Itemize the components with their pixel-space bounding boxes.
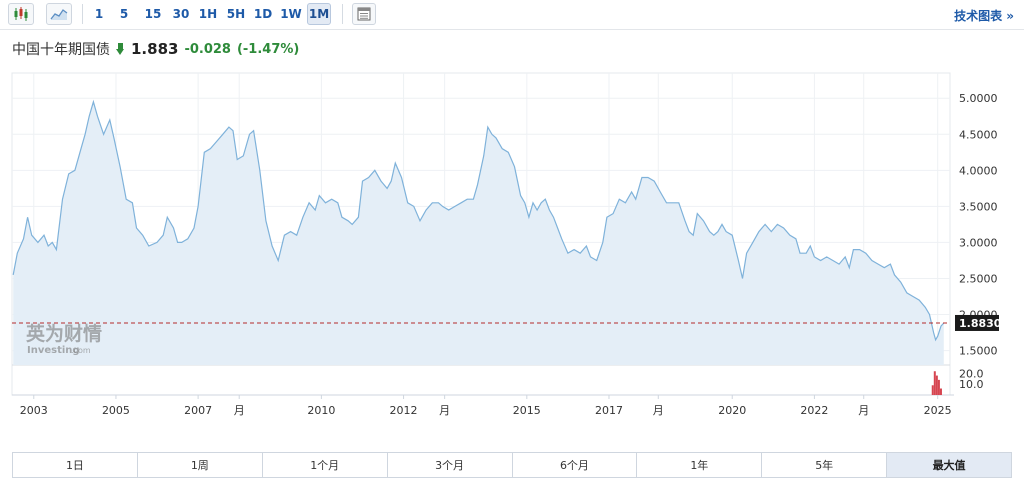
interval-button[interactable]: 15	[144, 7, 162, 21]
y-tick-label: 4.5000	[959, 128, 998, 141]
x-tick-label: 2007	[184, 404, 212, 417]
x-tick-label: 2017	[595, 404, 623, 417]
x-tick-label: 月	[653, 404, 664, 417]
current-price-label: 1.8830	[959, 317, 1002, 330]
range-button[interactable]: 1日	[13, 453, 138, 477]
time-range-selector: 1日 1周 1个月 3个月 6个月 1年 5年 最大值	[12, 452, 1012, 478]
last-price: 1.883	[131, 40, 179, 58]
candlestick-icon[interactable]	[8, 3, 34, 25]
x-tick-label: 2022	[800, 404, 828, 417]
range-button[interactable]: 1年	[637, 453, 763, 477]
technical-chart-link[interactable]: 技术图表 »	[954, 9, 1014, 23]
volume-tick-label: 20.0	[959, 367, 984, 380]
current-price-tag	[955, 314, 999, 331]
range-button[interactable]: 最大值	[887, 453, 1011, 477]
instrument-name: 中国十年期国债	[12, 42, 110, 58]
interval-button[interactable]: 5	[119, 7, 129, 21]
volume-bar	[933, 371, 936, 395]
volume-bar	[939, 388, 942, 395]
interval-button[interactable]: 1M	[307, 3, 331, 25]
interval-button[interactable]: 30	[172, 7, 190, 21]
instrument-header: 中国十年期国债 1.883 -0.028 (-1.47%)	[12, 39, 299, 59]
range-button[interactable]: 3个月	[387, 453, 513, 477]
interval-button[interactable]: 1	[94, 7, 104, 21]
x-tick-label: 2010	[307, 404, 335, 417]
range-button[interactable]: 6个月	[512, 453, 638, 477]
x-tick-label: 2020	[718, 404, 746, 417]
range-button[interactable]: 1个月	[262, 453, 388, 477]
interval-button[interactable]: 5H	[226, 7, 246, 21]
chart-toolbar: 1 5 15 30 1H 5H 1D 1W 1M 技术图表 »	[0, 0, 1024, 30]
range-button[interactable]: 1周	[137, 453, 263, 477]
x-tick-label: 2005	[102, 404, 130, 417]
price-chart[interactable]: 5.00004.50004.00003.50003.00002.50002.00…	[0, 0, 1024, 448]
volume-bar	[935, 375, 938, 395]
area-chart-icon[interactable]	[46, 3, 72, 25]
toolbar-separator	[82, 4, 83, 24]
range-button[interactable]: 5年	[762, 453, 888, 477]
y-tick-label: 5.0000	[959, 92, 998, 105]
series-area	[13, 101, 944, 366]
volume-bar	[931, 385, 934, 395]
toolbar-separator	[342, 4, 343, 24]
x-tick-label: 月	[234, 404, 245, 417]
price-change-percent: (-1.47%)	[236, 41, 300, 57]
watermark-suffix: .com	[71, 346, 91, 355]
interval-button[interactable]: 1H	[198, 7, 218, 21]
series-line	[12, 99, 945, 342]
down-arrow-icon	[116, 43, 125, 55]
volume-tick-label: 10.0	[959, 378, 984, 391]
y-tick-label: 3.0000	[959, 236, 998, 249]
x-tick-label: 月	[439, 404, 450, 417]
watermark-cn: 英为财情	[26, 322, 102, 345]
y-tick-label: 4.0000	[959, 164, 998, 177]
x-tick-label: 2025	[924, 404, 952, 417]
interval-button[interactable]: 1W	[280, 7, 302, 21]
x-tick-label: 2003	[20, 404, 48, 417]
y-tick-label: 2.5000	[959, 272, 998, 285]
interval-button[interactable]: 1D	[253, 7, 273, 21]
y-tick-label: 3.5000	[959, 200, 998, 213]
x-tick-label: 月	[858, 404, 869, 417]
price-change: -0.028	[184, 41, 231, 57]
watermark-en: Investing	[27, 345, 80, 356]
x-tick-label: 2015	[513, 404, 541, 417]
table-icon[interactable]	[352, 3, 376, 25]
volume-bar	[937, 379, 940, 395]
y-tick-label: 1.5000	[959, 345, 998, 358]
x-tick-label: 2012	[390, 404, 418, 417]
